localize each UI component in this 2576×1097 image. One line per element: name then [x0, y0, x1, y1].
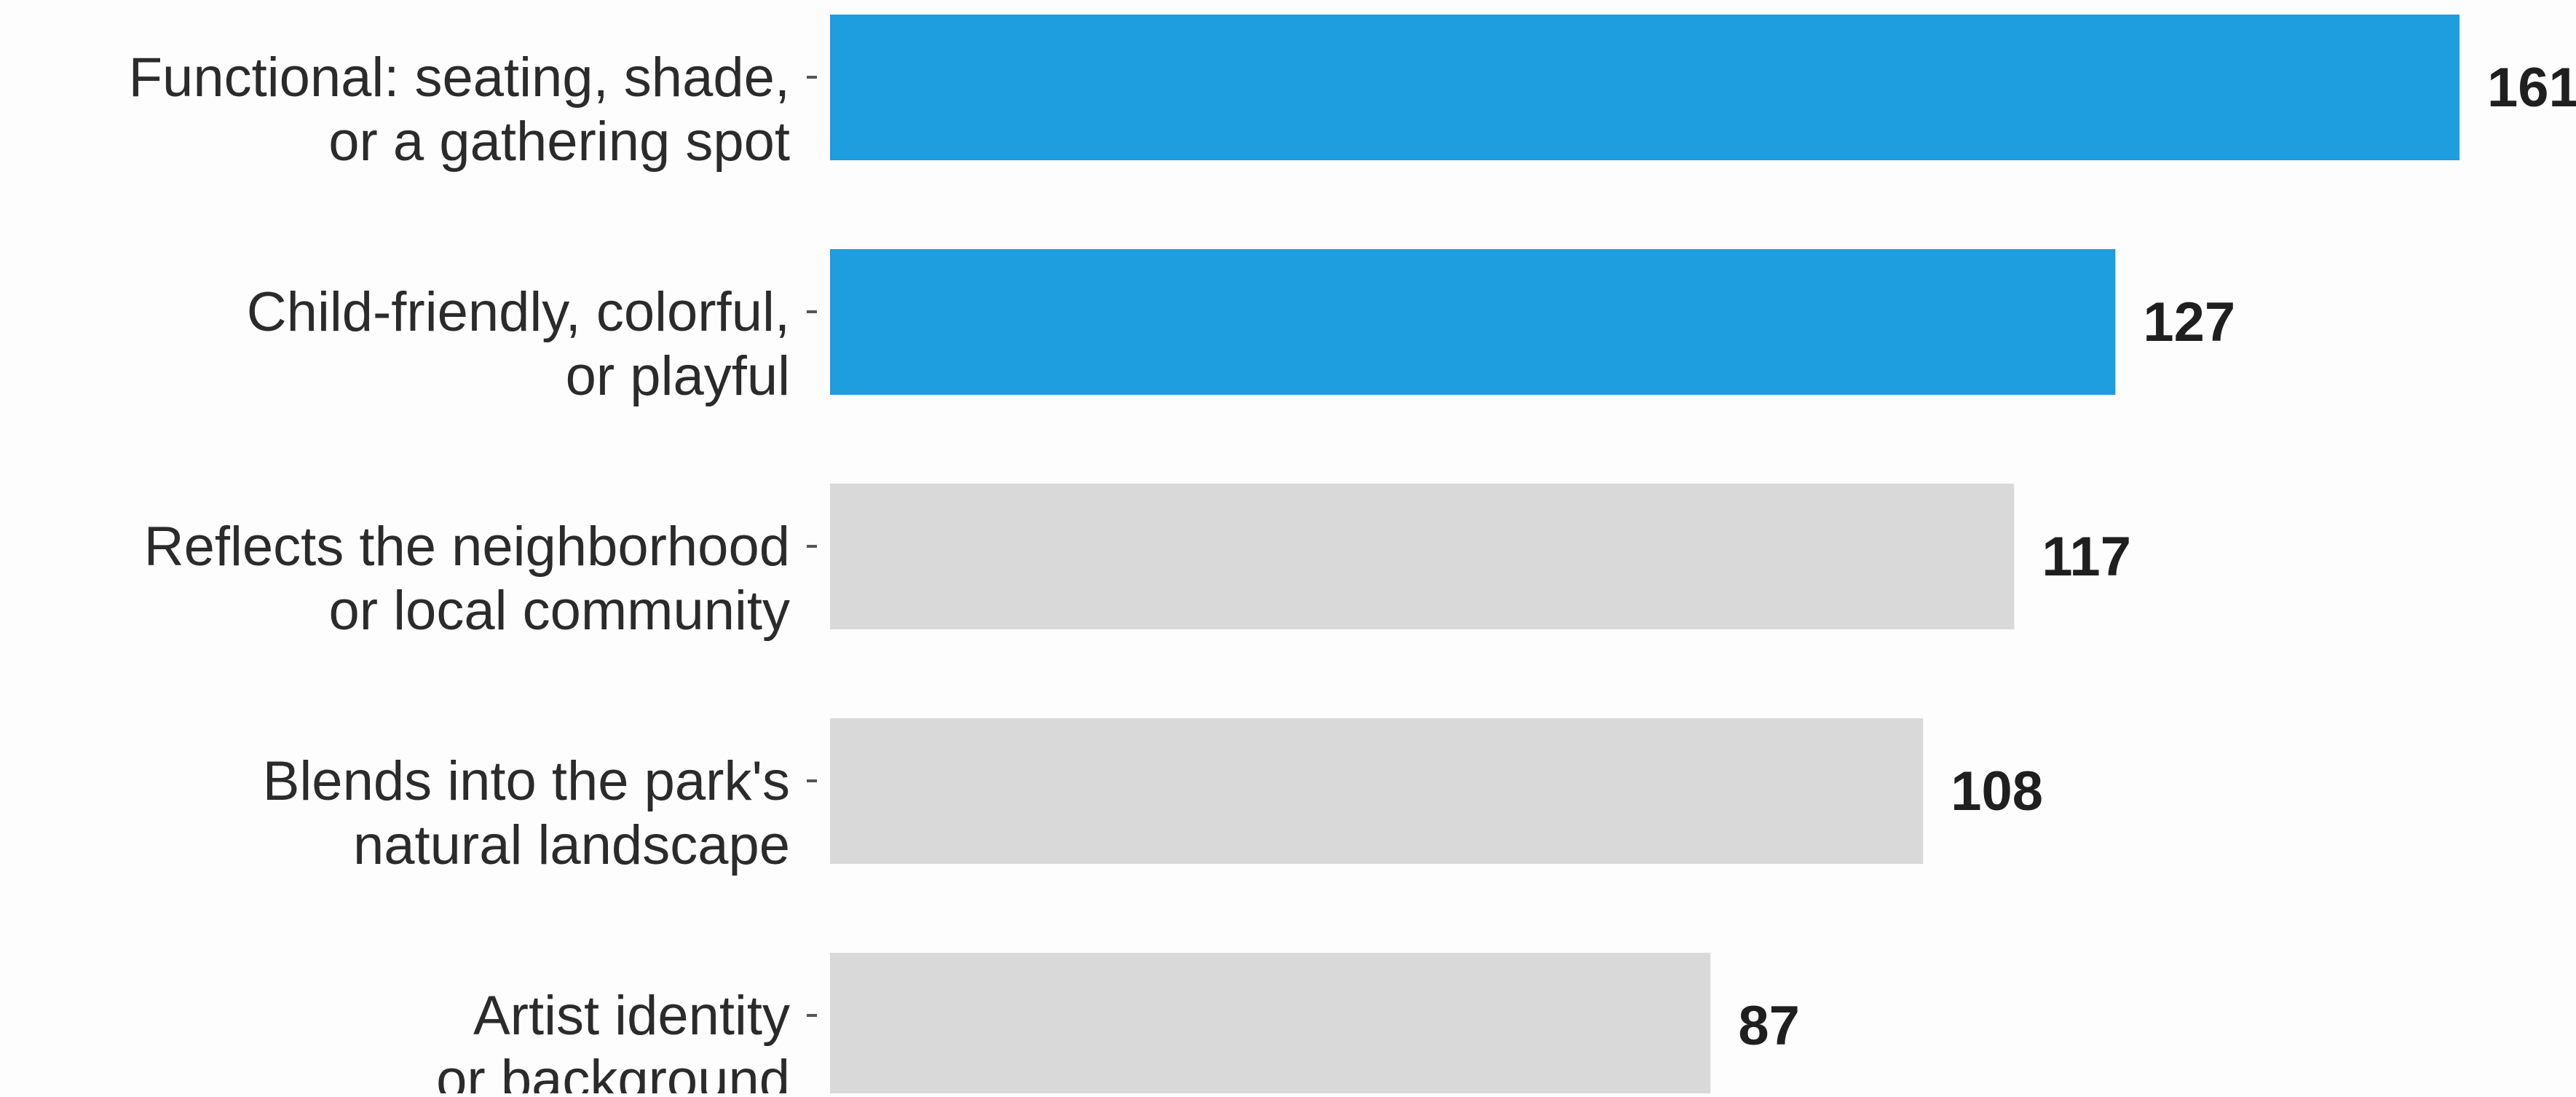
bar-2	[830, 484, 2015, 629]
bar-3	[830, 718, 1924, 864]
category-label-3-line-0: Blends into the park's	[263, 750, 790, 812]
value-label-3: 108	[1951, 760, 2043, 822]
value-label-4: 87	[1738, 995, 1800, 1057]
category-label-1-line-1: or playful	[566, 345, 790, 407]
value-label-0: 161	[2487, 57, 2576, 119]
category-label-0-line-1: or a gathering spot	[328, 111, 790, 173]
category-label-2-line-0: Reflects the neighborhood	[144, 516, 790, 578]
value-label-2: 117	[2042, 526, 2131, 588]
category-label-3-line-1: natural landscape	[353, 814, 790, 876]
bar-0	[830, 15, 2460, 160]
category-label-1-line-0: Child-friendly, colorful,	[247, 281, 790, 343]
value-label-1: 127	[2143, 291, 2235, 353]
category-label-2-line-1: or local community	[328, 580, 790, 642]
category-label-0-line-0: Functional: seating, shade,	[129, 47, 790, 109]
bar-4	[830, 953, 1711, 1097]
bar-1	[830, 249, 2116, 395]
category-label-4-line-0: Artist identity	[473, 985, 790, 1047]
category-label-4-line-1: or background	[436, 1049, 790, 1093]
